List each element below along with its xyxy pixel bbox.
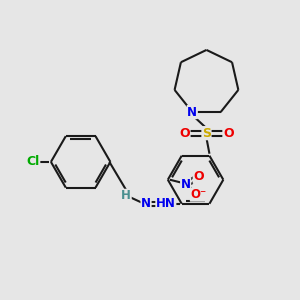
Text: O: O xyxy=(223,127,234,140)
Text: N: N xyxy=(141,197,151,210)
Text: Cl: Cl xyxy=(26,155,40,168)
Text: O: O xyxy=(179,127,190,140)
Text: O⁻: O⁻ xyxy=(190,188,207,201)
Text: S: S xyxy=(202,127,211,140)
Text: N: N xyxy=(187,106,197,118)
Text: O: O xyxy=(193,170,204,183)
Text: HN: HN xyxy=(156,197,176,210)
Text: N: N xyxy=(181,178,191,191)
Text: H: H xyxy=(121,189,131,202)
